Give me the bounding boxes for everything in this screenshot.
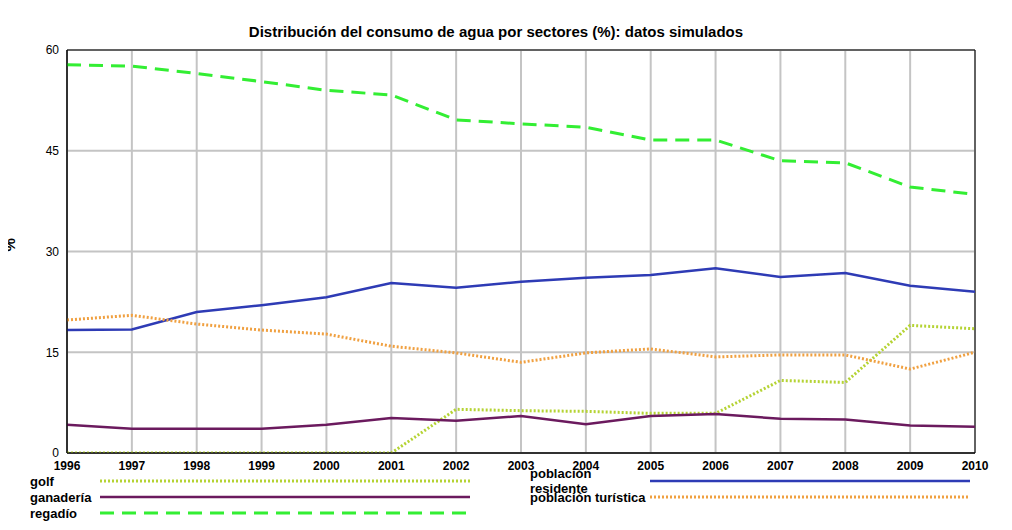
svg-text:30: 30 — [46, 245, 60, 259]
svg-text:1999: 1999 — [248, 459, 275, 473]
svg-text:45: 45 — [46, 144, 60, 158]
svg-text:2000: 2000 — [313, 459, 340, 473]
svg-text:2005: 2005 — [637, 459, 664, 473]
svg-text:1996: 1996 — [54, 459, 81, 473]
svg-text:2010: 2010 — [962, 459, 989, 473]
svg-text:2001: 2001 — [378, 459, 405, 473]
svg-text:2007: 2007 — [767, 459, 794, 473]
svg-text:0: 0 — [52, 446, 59, 460]
svg-text:1997: 1997 — [119, 459, 146, 473]
svg-text:15: 15 — [46, 346, 60, 360]
svg-text:%: % — [8, 238, 18, 251]
svg-text:2002: 2002 — [443, 459, 470, 473]
svg-text:2009: 2009 — [897, 459, 924, 473]
svg-text:2008: 2008 — [832, 459, 859, 473]
svg-text:60: 60 — [46, 43, 60, 57]
svg-text:2006: 2006 — [702, 459, 729, 473]
svg-text:1998: 1998 — [183, 459, 210, 473]
